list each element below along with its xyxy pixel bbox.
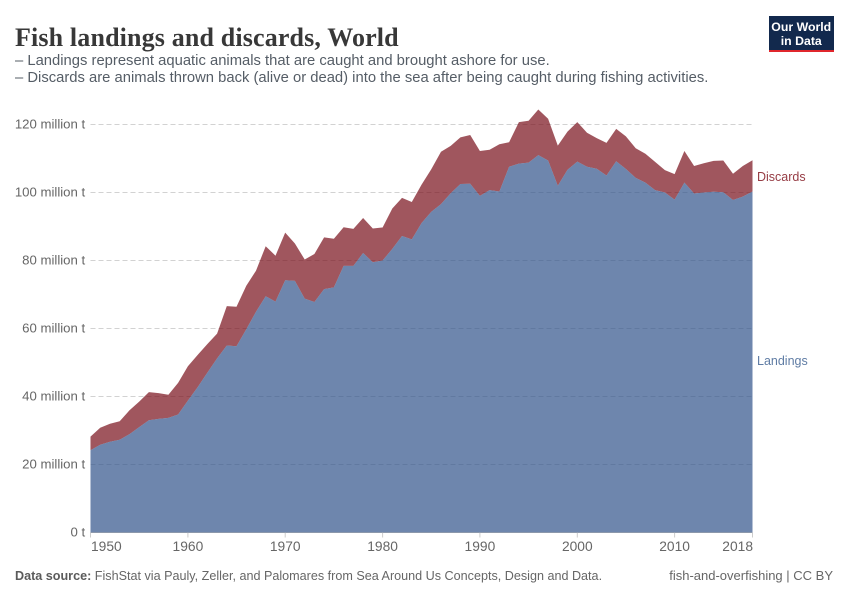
svg-text:1960: 1960 <box>173 539 204 554</box>
svg-text:0 t: 0 t <box>71 524 86 539</box>
svg-text:1990: 1990 <box>465 539 496 554</box>
svg-text:60 million t: 60 million t <box>22 320 85 335</box>
svg-text:100 million t: 100 million t <box>15 184 86 199</box>
svg-text:Landings: Landings <box>757 354 808 368</box>
svg-text:20 million t: 20 million t <box>22 456 85 471</box>
svg-text:2000: 2000 <box>562 539 593 554</box>
svg-text:2010: 2010 <box>659 539 690 554</box>
svg-text:40 million t: 40 million t <box>22 388 85 403</box>
svg-text:Discards: Discards <box>757 170 806 184</box>
svg-text:2018: 2018 <box>722 539 753 554</box>
svg-text:120 million t: 120 million t <box>15 116 86 131</box>
svg-text:80 million t: 80 million t <box>22 252 85 267</box>
svg-text:1980: 1980 <box>367 539 398 554</box>
svg-text:1970: 1970 <box>270 539 301 554</box>
svg-text:1950: 1950 <box>91 539 122 554</box>
